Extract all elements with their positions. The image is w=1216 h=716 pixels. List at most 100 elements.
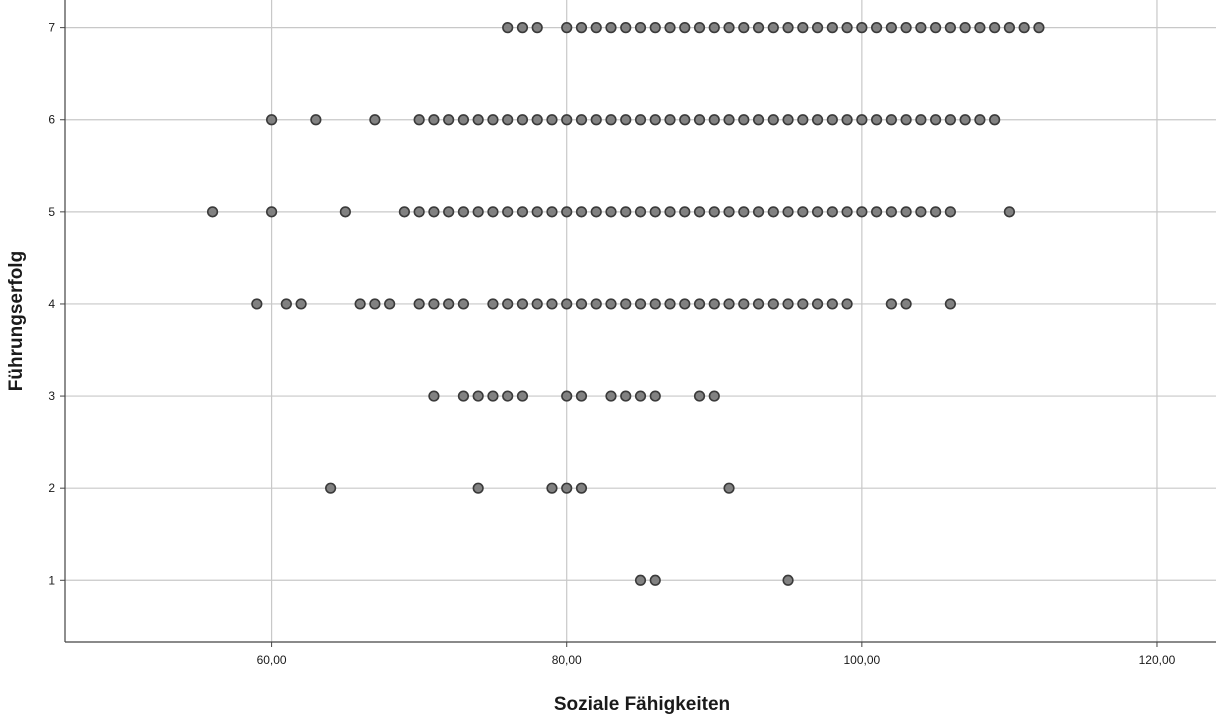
data-point [900, 206, 912, 218]
data-point [265, 206, 278, 218]
data-point [811, 114, 824, 126]
data-point [989, 22, 1001, 34]
data-point [516, 298, 529, 310]
data-point [649, 114, 661, 126]
data-point [546, 114, 558, 126]
data-point [251, 298, 263, 310]
data-point [649, 298, 661, 310]
data-point [634, 574, 647, 586]
data-point [620, 114, 632, 126]
data-point [487, 390, 499, 402]
data-point [605, 22, 617, 34]
y-tick-label: 6 [48, 113, 55, 127]
data-point [354, 298, 366, 310]
data-point [428, 206, 440, 218]
data-point [841, 206, 853, 218]
y-tick-label: 1 [48, 573, 55, 587]
x-axis-title: Soziale Fähigkeiten [554, 694, 730, 715]
data-point [487, 298, 499, 310]
data-point [531, 22, 543, 34]
data-point [723, 22, 735, 34]
data-point [974, 114, 986, 126]
data-point [708, 114, 720, 126]
data-point [900, 114, 912, 126]
data-point [782, 22, 794, 34]
data-point [516, 114, 529, 126]
data-point [575, 482, 588, 494]
x-tick-label: 100,00 [843, 653, 880, 667]
data-point [885, 114, 897, 126]
data-point [265, 114, 278, 126]
data-point [428, 298, 440, 310]
data-point [693, 114, 706, 126]
data-point [959, 22, 971, 34]
data-point [561, 298, 573, 310]
y-tick-label: 7 [48, 21, 55, 35]
data-point [457, 390, 470, 402]
data-point [561, 390, 573, 402]
data-point [738, 206, 750, 218]
data-point [620, 206, 632, 218]
data-point [871, 206, 883, 218]
data-point [487, 114, 499, 126]
data-point [885, 22, 897, 34]
x-tick-label: 120,00 [1139, 653, 1176, 667]
data-point [826, 298, 838, 310]
data-point [723, 206, 735, 218]
data-point [575, 298, 588, 310]
data-point [738, 114, 750, 126]
data-point [708, 390, 720, 402]
data-point [930, 22, 942, 34]
data-point [915, 114, 927, 126]
data-point [900, 22, 912, 34]
data-point [516, 22, 529, 34]
data-point [339, 206, 351, 218]
data-point [546, 482, 558, 494]
data-point [752, 298, 765, 310]
data-point [826, 22, 838, 34]
data-point [428, 114, 440, 126]
x-tick-label: 80,00 [552, 653, 582, 667]
data-point [1003, 22, 1016, 34]
data-point [575, 206, 588, 218]
data-point [856, 206, 868, 218]
data-point [206, 206, 219, 218]
data-point [782, 574, 794, 586]
data-point [708, 206, 720, 218]
data-point [871, 114, 883, 126]
data-point [531, 114, 543, 126]
data-point [797, 298, 809, 310]
data-point [752, 114, 765, 126]
data-point [516, 390, 529, 402]
data-point [767, 22, 779, 34]
data-point [502, 114, 514, 126]
data-point [885, 298, 897, 310]
data-point [826, 114, 838, 126]
data-point [369, 114, 381, 126]
data-point [590, 22, 602, 34]
data-point [502, 22, 514, 34]
data-point [664, 22, 676, 34]
data-point [782, 114, 794, 126]
data-point [531, 298, 543, 310]
data-point [472, 390, 484, 402]
data-point [930, 114, 942, 126]
data-point [649, 206, 661, 218]
data-point [546, 298, 558, 310]
data-point [944, 298, 956, 310]
data-point [384, 298, 396, 310]
data-point [472, 482, 484, 494]
data-point [959, 114, 971, 126]
data-point [811, 22, 824, 34]
data-point [679, 298, 691, 310]
data-point [590, 298, 602, 310]
y-tick-label: 3 [48, 389, 55, 403]
data-point [708, 298, 720, 310]
data-point [693, 298, 706, 310]
data-point [634, 206, 647, 218]
data-point [679, 114, 691, 126]
data-point [871, 22, 883, 34]
data-point [561, 206, 573, 218]
data-point [944, 114, 956, 126]
